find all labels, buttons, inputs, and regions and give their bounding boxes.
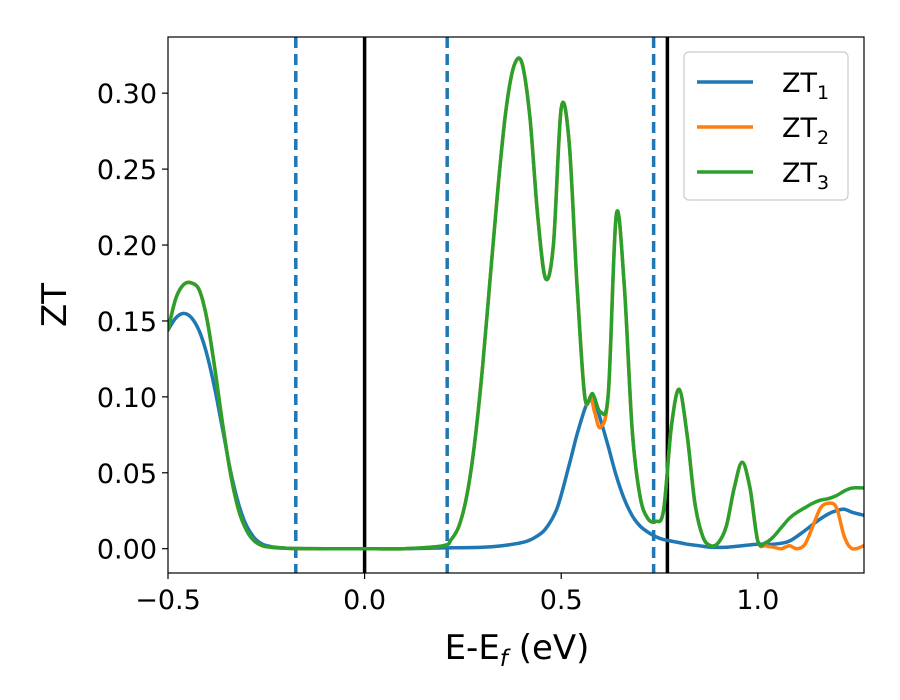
x-axis-label-main: E-E xyxy=(445,628,500,668)
axis-ticks: −0.5 0.0 0.5 1.0 0.00 0.05 0.10 0.15 0.20 0.25 0.3… xyxy=(97,79,779,616)
x-tick-label: 1.0 xyxy=(736,585,779,616)
y-tick-label: 0.25 xyxy=(97,155,157,186)
x-axis-label-subscript: f xyxy=(500,646,511,672)
y-tick-label: 0.20 xyxy=(97,231,157,262)
series-layer xyxy=(168,56,864,551)
x-tick-label: 0.5 xyxy=(540,585,583,616)
legend-label-zt3: ZT3 xyxy=(782,158,829,194)
y-tick-label: 0.15 xyxy=(97,307,157,338)
y-tick-label: 0.10 xyxy=(97,383,157,414)
legend-label-zt2: ZT2 xyxy=(782,113,829,149)
y-tick-label: 0.00 xyxy=(97,535,157,566)
series-line-zt3 xyxy=(168,56,864,551)
x-tick-label: 0.0 xyxy=(343,585,386,616)
y-axis-label: ZT xyxy=(35,283,75,327)
y-tick-label: 0.30 xyxy=(97,79,157,110)
plot-frame xyxy=(167,36,865,574)
x-tick-label: −0.5 xyxy=(135,585,201,616)
legend: ZT1 ZT2 ZT3 xyxy=(683,51,849,201)
series-line-zt1 xyxy=(168,311,864,551)
x-axis-label-unit: (eV) xyxy=(508,628,590,668)
legend-box xyxy=(683,51,849,201)
x-axis-label: E-Ef (eV) xyxy=(445,628,590,672)
legend-label-zt1: ZT1 xyxy=(782,68,829,104)
y-tick-label: 0.05 xyxy=(97,459,157,490)
